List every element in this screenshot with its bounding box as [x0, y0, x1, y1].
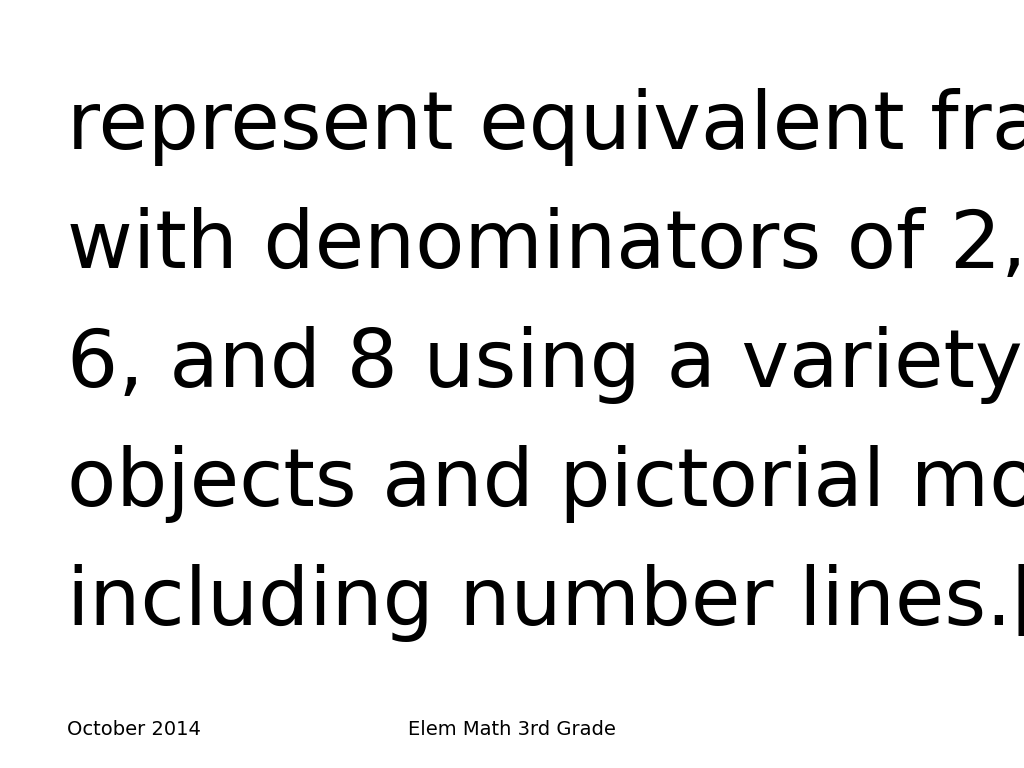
Text: including number lines.[3.3F]: including number lines.[3.3F] [67, 564, 1024, 643]
Text: represent equivalent fractions: represent equivalent fractions [67, 88, 1024, 167]
Text: with denominators of 2, 3, 4,: with denominators of 2, 3, 4, [67, 207, 1024, 286]
Text: 6, and 8 using a variety of: 6, and 8 using a variety of [67, 326, 1024, 405]
Text: Elem Math 3rd Grade: Elem Math 3rd Grade [408, 720, 616, 739]
Text: October 2014: October 2014 [67, 720, 201, 739]
Text: objects and pictorial models,: objects and pictorial models, [67, 445, 1024, 524]
